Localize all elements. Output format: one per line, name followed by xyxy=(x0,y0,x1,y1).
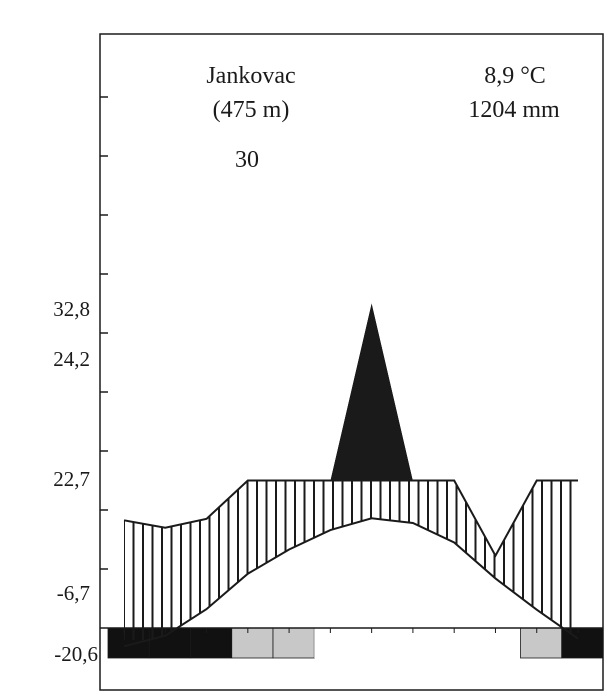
frost-month-V xyxy=(272,627,315,659)
station-name: Jankovac xyxy=(206,63,295,89)
y-tick-label-annual-range: 22,7 xyxy=(53,467,90,491)
y-axis-tick-labels: 32,8 24,2 22,7 -6,7 -20,6 xyxy=(53,297,98,666)
y-tick-label-min-temperature: -20,6 xyxy=(54,642,98,666)
chart-frame xyxy=(99,33,604,691)
frost-month-XI xyxy=(520,627,563,659)
station-elevation: (475 m) xyxy=(213,97,290,123)
frost-month-IV xyxy=(231,627,274,659)
y-tick-label-warmest-month-max: 24,2 xyxy=(53,347,90,371)
observation-years: 30 xyxy=(235,147,259,173)
frost-month-X xyxy=(479,628,521,658)
y-tick-label-max-temperature: 32,8 xyxy=(53,297,90,321)
frost-month-VI xyxy=(314,628,356,658)
y-axis-ticks xyxy=(100,96,108,629)
frost-month-IX xyxy=(438,628,480,658)
perhumid-peak xyxy=(330,303,413,481)
annual-precipitation: 1204 mm xyxy=(468,97,560,123)
frost-bar xyxy=(107,627,604,659)
frost-month-VII xyxy=(355,628,397,658)
frost-month-VIII xyxy=(396,628,438,658)
precipitation-curve xyxy=(123,479,578,558)
mean-annual-temperature: 8,9 °C xyxy=(484,63,546,89)
perhumid-period-fill xyxy=(330,303,413,481)
month-ticks xyxy=(123,628,579,633)
frost-month-III xyxy=(190,627,233,659)
y-tick-label-coldest-month-min: -6,7 xyxy=(57,581,90,605)
temperature-curve xyxy=(123,517,579,648)
